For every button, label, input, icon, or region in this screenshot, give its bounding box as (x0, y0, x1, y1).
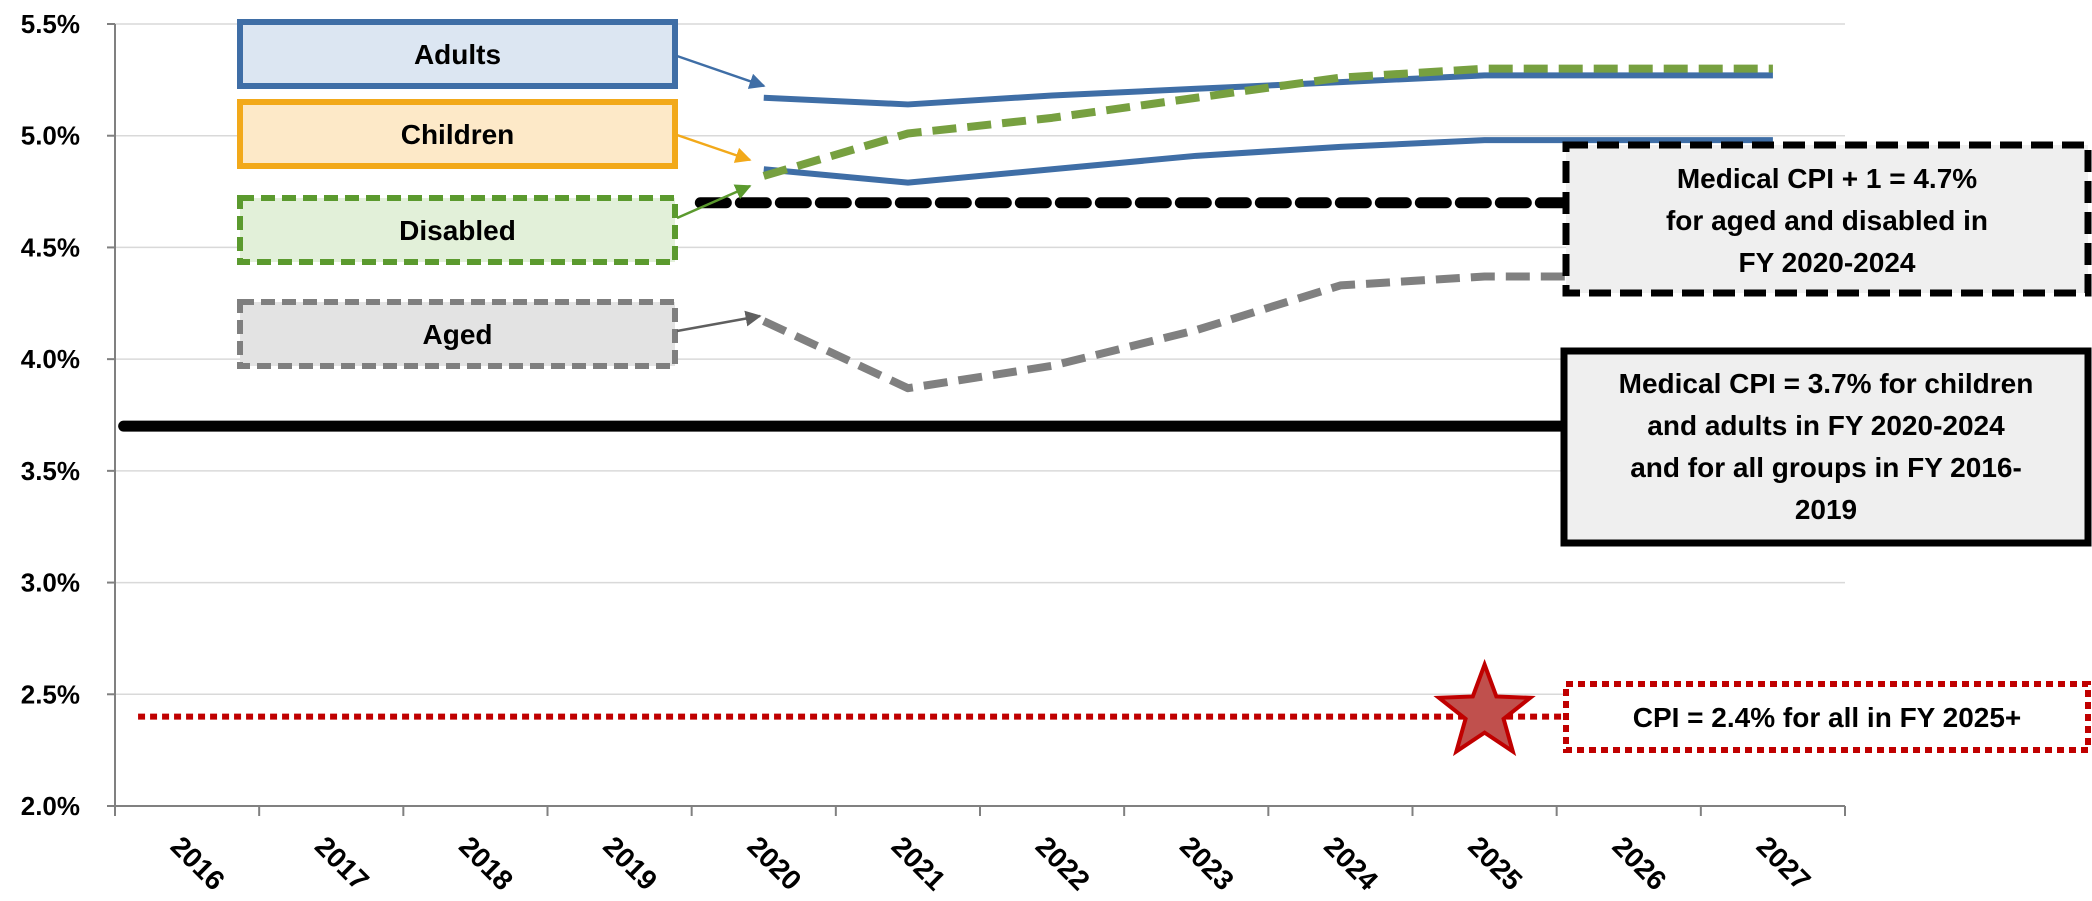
label-arrow (676, 133, 752, 163)
star-marker (1433, 658, 1536, 757)
label-box-text: Disabled (399, 215, 516, 246)
x-tick-label: 2016 (165, 830, 231, 896)
label-arrow (676, 54, 766, 89)
label-boxes: Adults Children Disabled Aged (237, 19, 766, 369)
annotation-text: CPI = 2.4% for all in FY 2025+ (1633, 702, 2022, 733)
series-line (763, 137, 1773, 186)
x-tick-label: 2017 (309, 830, 375, 896)
label-box-adults (237, 19, 678, 89)
series-line (762, 64, 1773, 180)
x-tick-label: 2020 (741, 830, 807, 896)
y-tick-label: 3.5% (21, 456, 80, 486)
label-box-children (237, 99, 678, 169)
x-tick-label: 2023 (1174, 830, 1240, 896)
annotation-text: Medical CPI = 3.7% for children (1619, 368, 2034, 399)
annotation-text: and for all groups in FY 2016- (1630, 452, 2022, 483)
annotation-boxes: Medical CPI + 1 = 4.7% for aged and disab… (1560, 141, 2092, 753)
x-tick-label: 2018 (453, 830, 519, 896)
y-tick-label: 4.0% (21, 344, 80, 374)
x-tick-label: 2025 (1462, 830, 1528, 896)
axes: 2.0% 2.5% 3.0% 3.5% 4.0% 4.5% 5.0% 5.5% 2016 2017… (21, 9, 1846, 897)
label-box-text: Adults (414, 39, 501, 70)
x-tick-label: 2022 (1030, 830, 1096, 896)
reference-lines (118, 197, 1571, 720)
series-line (762, 272, 1629, 393)
label-box-disabled (237, 195, 678, 265)
y-tick-label: 2.0% (21, 791, 80, 821)
label-arrow (676, 310, 762, 333)
x-tick-label: 2026 (1606, 830, 1672, 896)
y-tick-label: 4.5% (21, 232, 80, 262)
annotation-text: FY 2020-2024 (1739, 247, 1916, 278)
y-tick-label: 2.5% (21, 679, 80, 709)
annotation-box (1563, 681, 2091, 753)
label-box-text: Aged (423, 319, 493, 350)
x-tick-label: 2019 (597, 830, 663, 896)
series-lines (762, 64, 1773, 757)
x-tick-label: 2027 (1751, 830, 1817, 896)
y-tick-label: 3.0% (21, 568, 80, 598)
annotation-text: for aged and disabled in (1666, 205, 1988, 236)
annotation-text: Medical CPI + 1 = 4.7% (1677, 163, 1977, 194)
annotation-box (1562, 141, 2092, 297)
y-tick-label: 5.0% (21, 121, 80, 151)
x-tick-label: 2021 (886, 830, 952, 896)
y-tick-label: 5.5% (21, 9, 80, 39)
annotation-box (1560, 347, 2092, 547)
x-tick-label: 2024 (1318, 830, 1384, 896)
annotation-text: 2019 (1795, 494, 1857, 525)
label-box-text: Children (401, 119, 515, 150)
label-box-aged (237, 299, 678, 369)
label-arrow (676, 184, 752, 220)
annotation-text: and adults in FY 2020-2024 (1647, 410, 2005, 441)
